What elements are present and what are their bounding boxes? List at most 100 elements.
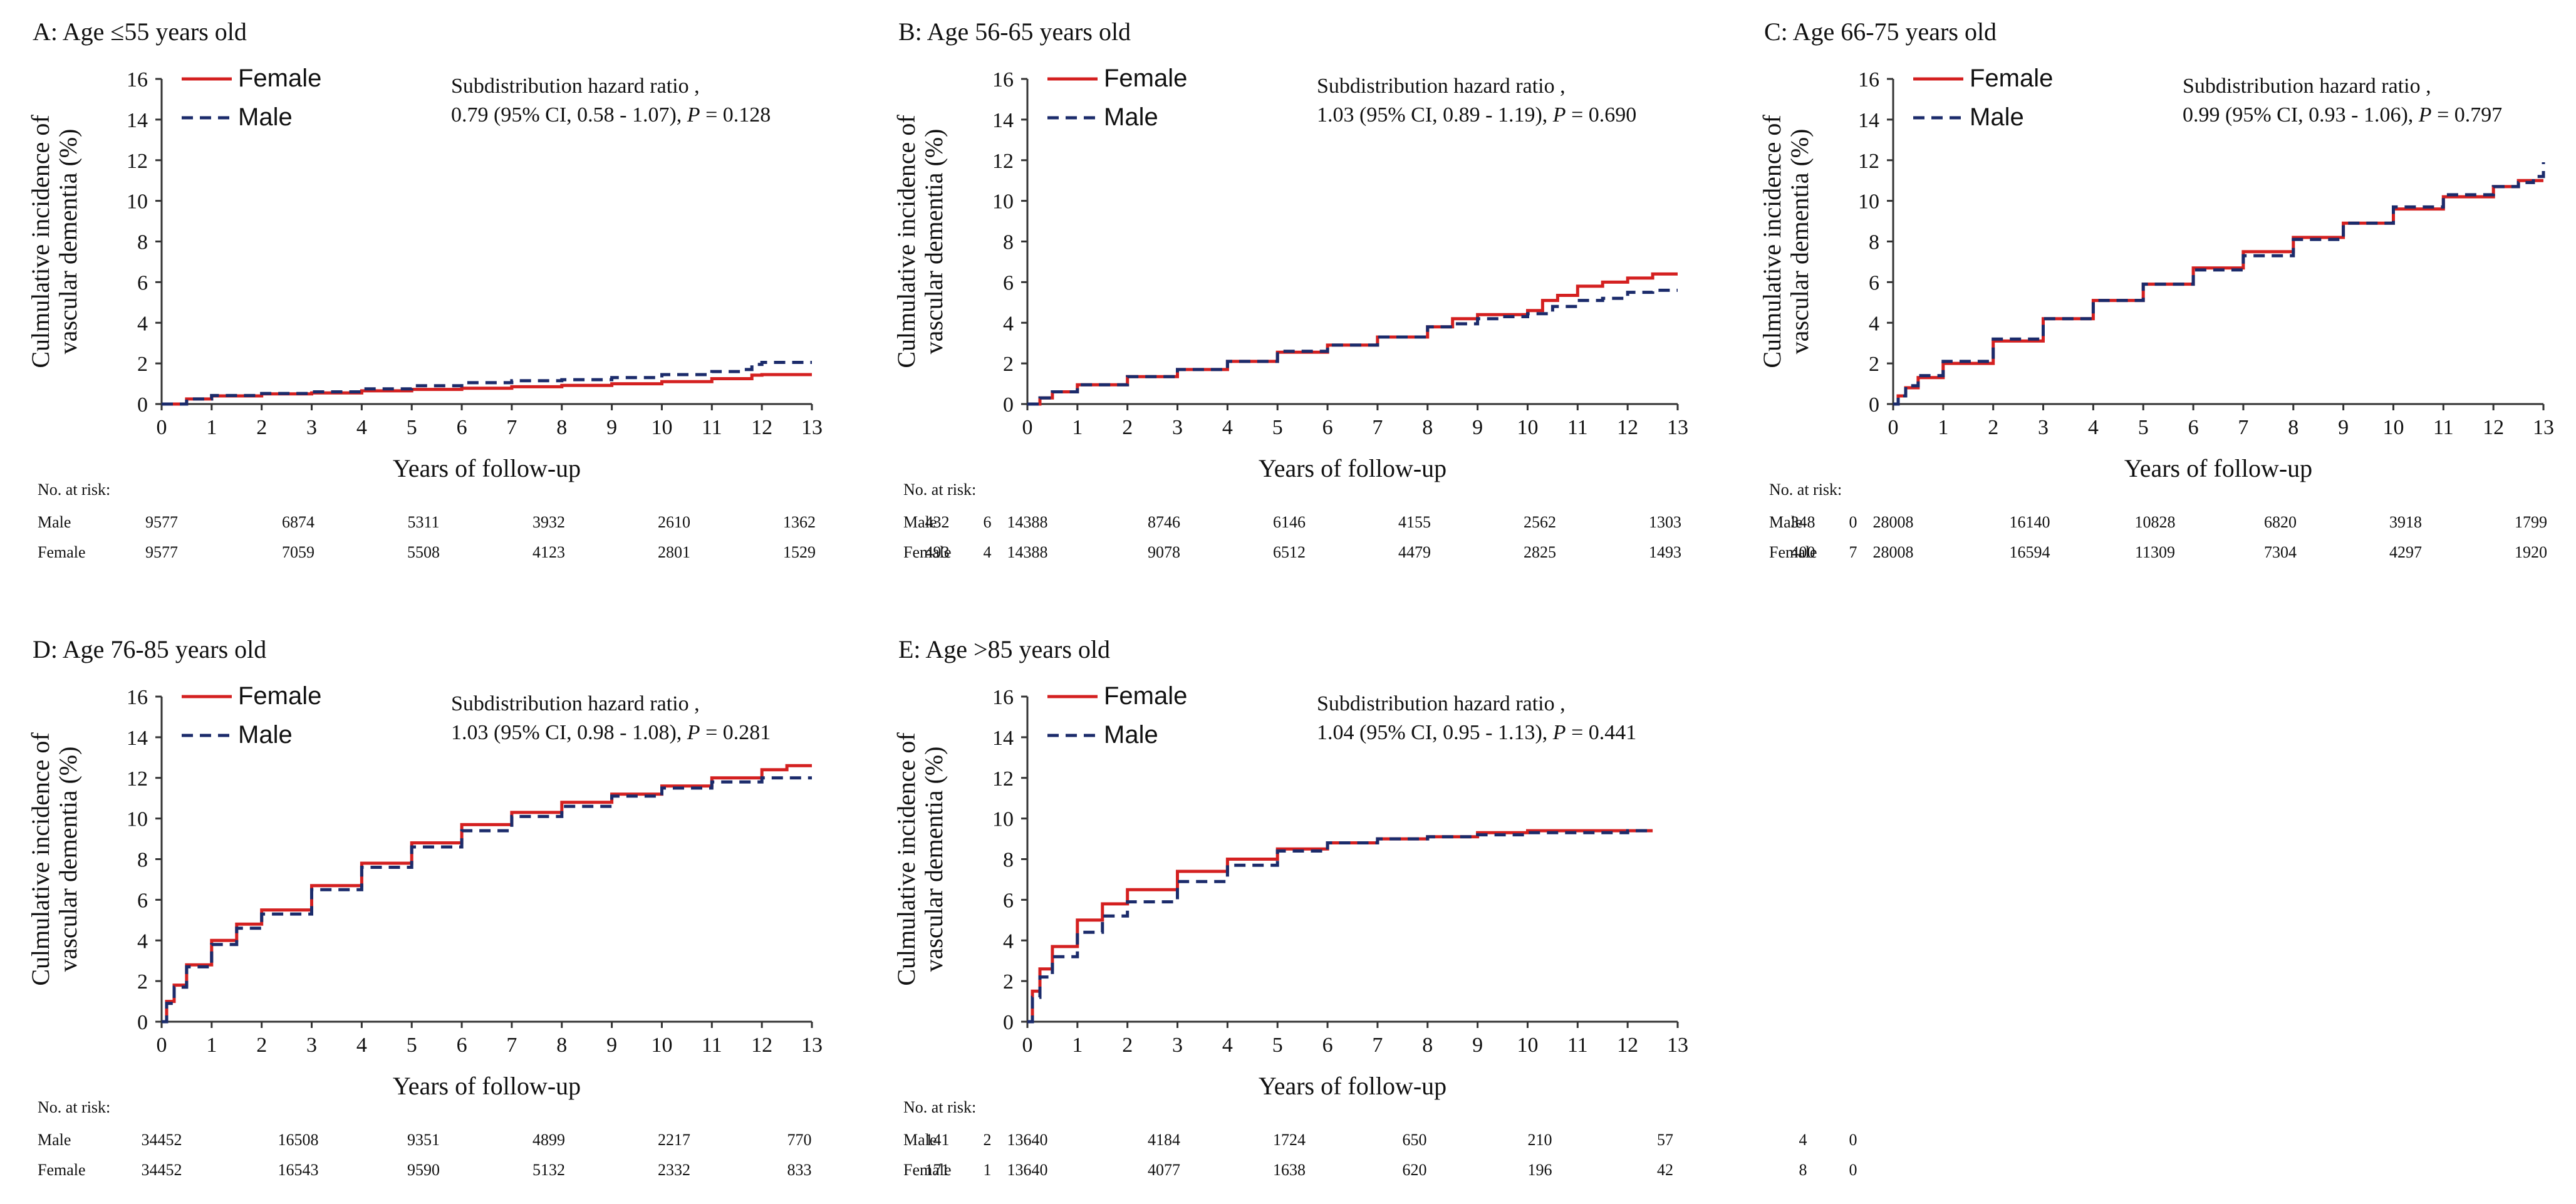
- risk-cell: 4297: [2389, 543, 2422, 561]
- x-tick-label: 6: [1322, 416, 1333, 439]
- hazard-ratio-value: 1.03 (95% CI, 0.98 - 1.08), P = 0.281: [451, 721, 771, 744]
- x-tick-label: 9: [606, 416, 617, 439]
- hazard-ratio-label: Subdistribution hazard ratio ,: [1317, 75, 1566, 98]
- y-axis-label-line: Culmulative incidence of: [892, 115, 920, 368]
- risk-cell: 4479: [1398, 543, 1431, 561]
- risk-cell: 4899: [532, 1131, 565, 1149]
- y-axis-label-line: vascular dementia (%): [1785, 129, 1814, 355]
- x-axis-label: Years of follow-up: [1259, 454, 1446, 482]
- y-tick-label: 2: [1869, 353, 1879, 376]
- legend-label-male: Male: [238, 103, 293, 131]
- x-tick-label: 5: [1272, 416, 1283, 439]
- y-tick-label: 10: [992, 808, 1014, 831]
- risk-cell: 0: [1849, 513, 1857, 531]
- hazard-ratio-ci: 1.04 (95% CI, 0.95 - 1.13),: [1317, 721, 1553, 744]
- y-tick-label: 14: [992, 727, 1014, 750]
- risk-cell: 7304: [2264, 543, 2297, 561]
- x-tick-label: 9: [606, 1034, 617, 1057]
- y-axis-label-line: vascular dementia (%): [920, 747, 948, 972]
- x-tick-label: 0: [157, 416, 167, 439]
- y-axis-label: Culmulative incidence of vascular dementi…: [1758, 115, 1814, 368]
- x-tick-label: 0: [1022, 416, 1033, 439]
- risk-cell: 2332: [658, 1161, 690, 1179]
- y-tick-label: 2: [1003, 970, 1014, 994]
- y-tick-label: 4: [137, 312, 148, 335]
- y-tick-label: 6: [1869, 271, 1879, 294]
- y-tick-label: 6: [137, 271, 148, 294]
- risk-cell: 14388: [1007, 543, 1048, 561]
- x-tick-label: 3: [1172, 1034, 1183, 1057]
- y-axis-label-line: vascular dementia (%): [54, 129, 82, 355]
- hazard-ratio-ci: 1.03 (95% CI, 0.98 - 1.08),: [451, 721, 687, 744]
- risk-cell: 1529: [783, 543, 816, 561]
- y-tick-label: 0: [137, 393, 148, 417]
- x-axis-label: Years of follow-up: [1259, 1072, 1446, 1100]
- risk-cell: 141: [925, 1131, 950, 1149]
- x-tick-label: 5: [2138, 416, 2149, 439]
- x-tick-label: 6: [457, 416, 467, 439]
- y-axis-label-line: vascular dementia (%): [54, 747, 82, 972]
- y-tick-label: 10: [992, 190, 1014, 214]
- x-tick-label: 10: [651, 1034, 672, 1057]
- risk-cell: 9577: [145, 513, 178, 531]
- y-tick-label: 12: [127, 767, 148, 791]
- p-value: = 0.690: [1566, 103, 1637, 127]
- risk-cell: 2: [984, 1131, 992, 1149]
- risk-cell: 4: [984, 543, 992, 561]
- y-axis-label-line: Culmulative incidence of: [26, 115, 55, 368]
- risk-cell: 16594: [2010, 543, 2050, 561]
- x-tick-label: 8: [556, 1034, 567, 1057]
- y-tick-label: 16: [992, 68, 1014, 91]
- risk-row-label: Female: [38, 1161, 86, 1179]
- y-axis-label: Culmulative incidence of vascular dementi…: [26, 732, 82, 986]
- risk-cell: 6874: [282, 513, 314, 531]
- series-line-female: [1027, 829, 1653, 1024]
- legend-label-female: Female: [1104, 682, 1187, 710]
- y-tick-label: 4: [1869, 312, 1879, 335]
- risk-cell: 2562: [1524, 513, 1556, 531]
- p-label: P: [1552, 721, 1566, 744]
- hazard-ratio-value: 0.79 (95% CI, 0.58 - 1.07), P = 0.128: [451, 103, 771, 127]
- x-tick-label: 4: [356, 1034, 367, 1057]
- x-tick-label: 8: [1422, 416, 1433, 439]
- series-line-male: [162, 361, 812, 406]
- x-tick-label: 2: [1122, 416, 1133, 439]
- x-tick-label: 3: [306, 1034, 317, 1057]
- p-value: = 0.128: [700, 103, 771, 127]
- risk-cell: 7: [1849, 543, 1857, 561]
- p-label: P: [687, 103, 700, 127]
- risk-cell: 9590: [407, 1161, 440, 1179]
- risk-cell: 210: [1528, 1131, 1552, 1149]
- x-tick-label: 13: [1667, 1034, 1688, 1057]
- series-line-female: [162, 373, 812, 406]
- y-tick-label: 16: [1858, 68, 1879, 91]
- hazard-ratio-value: 1.04 (95% CI, 0.95 - 1.13), P = 0.441: [1317, 721, 1636, 744]
- risk-cell: 6: [984, 513, 992, 531]
- x-tick-label: 7: [1372, 1034, 1383, 1057]
- panel-title: C: Age 66-75 years old: [1764, 18, 1997, 46]
- x-tick-label: 10: [651, 416, 672, 439]
- y-tick-label: 0: [1869, 393, 1879, 417]
- y-tick-label: 10: [127, 808, 148, 831]
- panel-title: A: Age ≤55 years old: [33, 18, 247, 46]
- y-tick-label: 4: [137, 930, 148, 953]
- x-tick-label: 10: [2382, 416, 2404, 439]
- risk-cell: 171: [925, 1161, 950, 1179]
- y-tick-label: 14: [127, 727, 148, 750]
- risk-cell: 0: [1849, 1161, 1857, 1179]
- y-tick-label: 4: [1003, 312, 1014, 335]
- risk-cell: 5132: [532, 1161, 565, 1179]
- series-line-male: [1027, 288, 1678, 406]
- hazard-ratio-ci: 1.03 (95% CI, 0.89 - 1.19),: [1317, 103, 1553, 127]
- risk-cell: 14388: [1007, 513, 1048, 531]
- hazard-ratio-value: 1.03 (95% CI, 0.89 - 1.19), P = 0.690: [1317, 103, 1636, 127]
- x-tick-label: 4: [1222, 416, 1233, 439]
- x-tick-label: 0: [157, 1034, 167, 1057]
- y-axis-label: Culmulative incidence of vascular dementi…: [26, 115, 82, 368]
- y-tick-label: 16: [127, 68, 148, 91]
- risk-cell: 493: [925, 543, 950, 561]
- hazard-ratio-ci: 0.99 (95% CI, 0.93 - 1.06),: [2183, 103, 2419, 127]
